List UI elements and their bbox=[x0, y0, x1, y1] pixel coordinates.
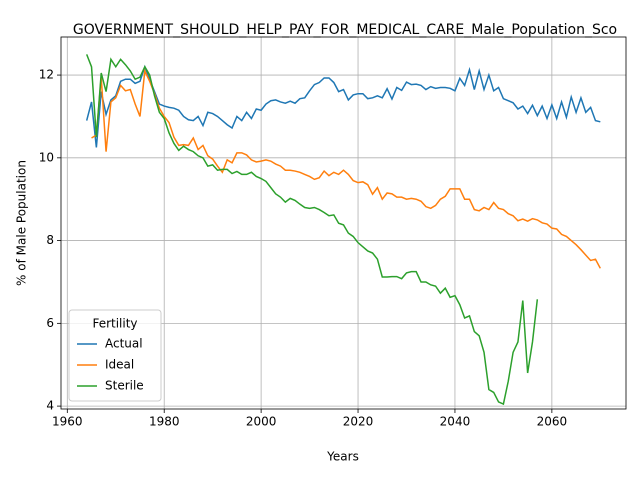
x-tick-label: 2020 bbox=[343, 415, 374, 429]
legend-label: Sterile bbox=[105, 379, 144, 393]
x-tick-label: 1980 bbox=[149, 415, 180, 429]
x-tick-label: 2000 bbox=[246, 415, 277, 429]
line-series bbox=[85, 54, 539, 406]
line-series bbox=[91, 68, 601, 269]
y-tick-label: 6 bbox=[46, 316, 54, 330]
y-tick-label: 12 bbox=[39, 68, 54, 82]
legend-label: Ideal bbox=[105, 358, 134, 372]
legend-label: Actual bbox=[105, 337, 143, 351]
legend: Fertility Actual Ideal Sterile bbox=[68, 309, 162, 402]
x-tick-label: 2040 bbox=[440, 415, 471, 429]
legend-box bbox=[68, 309, 162, 402]
line-series bbox=[85, 64, 601, 148]
x-axis-label: Years bbox=[326, 450, 359, 464]
y-tick-label: 10 bbox=[39, 150, 54, 164]
y-axis-label: % of Male Population bbox=[15, 160, 29, 286]
axes-frame bbox=[60, 36, 627, 410]
legend-title: Fertility bbox=[92, 317, 137, 331]
x-tick-label: 1960 bbox=[52, 415, 83, 429]
chart-title: GOVERNMENT_SHOULD_HELP_PAY_FOR_MEDICAL_C… bbox=[73, 22, 617, 38]
y-tick-label: 8 bbox=[46, 233, 54, 247]
y-tick-label: 4 bbox=[46, 399, 54, 413]
x-tick-label: 2060 bbox=[537, 415, 568, 429]
